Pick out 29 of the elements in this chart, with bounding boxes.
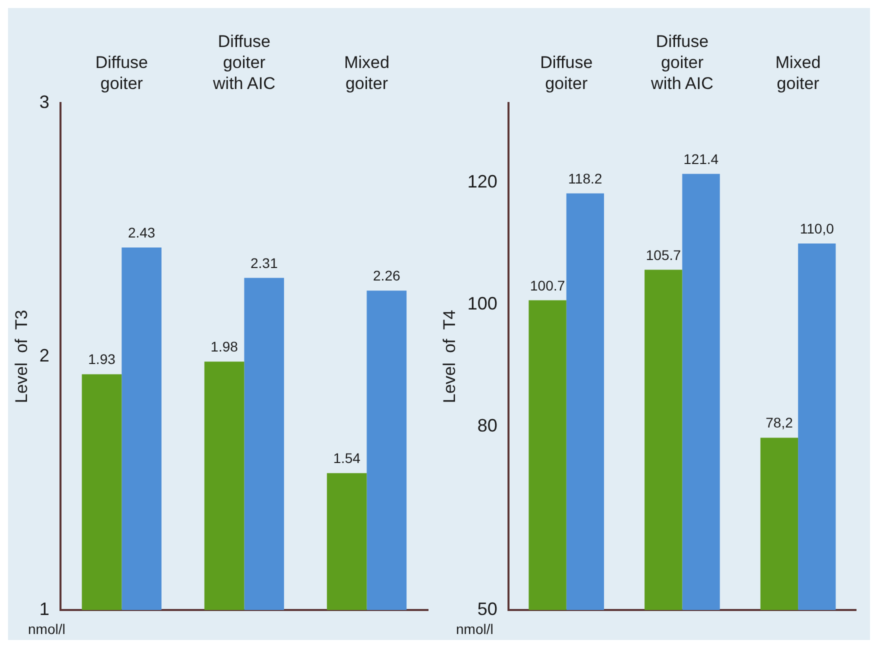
data-label: 121.4 bbox=[684, 150, 719, 167]
x-tick-label: Diffuse goiter bbox=[95, 53, 148, 93]
y-tick-label: 2 bbox=[39, 345, 50, 366]
x-tick-label: Mixed goiter bbox=[775, 53, 821, 93]
y-axis-title: Level of T3 bbox=[12, 310, 31, 404]
x-tick-label: Mixed goiter bbox=[344, 53, 390, 93]
data-label: 2.43 bbox=[128, 224, 156, 240]
data-label: 1.98 bbox=[210, 338, 238, 355]
data-label: 105.7 bbox=[646, 246, 682, 263]
y-tick-label: 100 bbox=[467, 294, 498, 314]
data-label: 118.2 bbox=[568, 170, 602, 186]
data-label: 1.93 bbox=[88, 351, 116, 368]
x-tick-label: Diffuse goiter bbox=[540, 53, 593, 93]
data-label: 2.31 bbox=[250, 254, 278, 271]
y-tick-label: 3 bbox=[39, 92, 50, 112]
data-label: 110,0 bbox=[800, 220, 834, 236]
y-axis-title: Level of T4 bbox=[440, 310, 459, 404]
x-tick-label: Diffuse goiter with AIC bbox=[650, 32, 714, 93]
data-label: 1.54 bbox=[333, 450, 361, 466]
y-tick-label: 50 bbox=[477, 598, 498, 619]
text: nmol/l bbox=[456, 621, 494, 637]
y-tick-label: 120 bbox=[467, 171, 498, 192]
text: nmol/l bbox=[28, 621, 66, 637]
data-label: 78,2 bbox=[766, 414, 794, 431]
y-tick-label: 1 bbox=[39, 598, 50, 619]
x-tick-label: Diffuse goiter with AIC bbox=[212, 32, 276, 93]
data-label: 2.26 bbox=[373, 268, 400, 284]
y-tick-label: 80 bbox=[477, 416, 498, 436]
data-label: 100.7 bbox=[530, 277, 566, 294]
